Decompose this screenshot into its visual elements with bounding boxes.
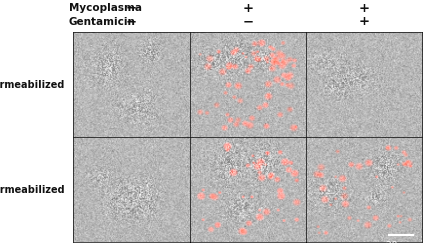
Text: Non-permeabilized: Non-permeabilized (0, 80, 64, 90)
Text: 20 μm: 20 μm (385, 241, 414, 247)
Text: +: + (242, 1, 253, 15)
Text: −: − (126, 1, 137, 15)
Text: −: − (242, 15, 253, 28)
Text: +: + (358, 1, 369, 15)
Text: −: − (126, 15, 137, 28)
Text: +: + (358, 15, 369, 28)
Text: Mycoplasma: Mycoplasma (69, 3, 141, 13)
Text: Permeabilized: Permeabilized (0, 185, 64, 195)
Text: Gentamicin: Gentamicin (69, 17, 135, 27)
